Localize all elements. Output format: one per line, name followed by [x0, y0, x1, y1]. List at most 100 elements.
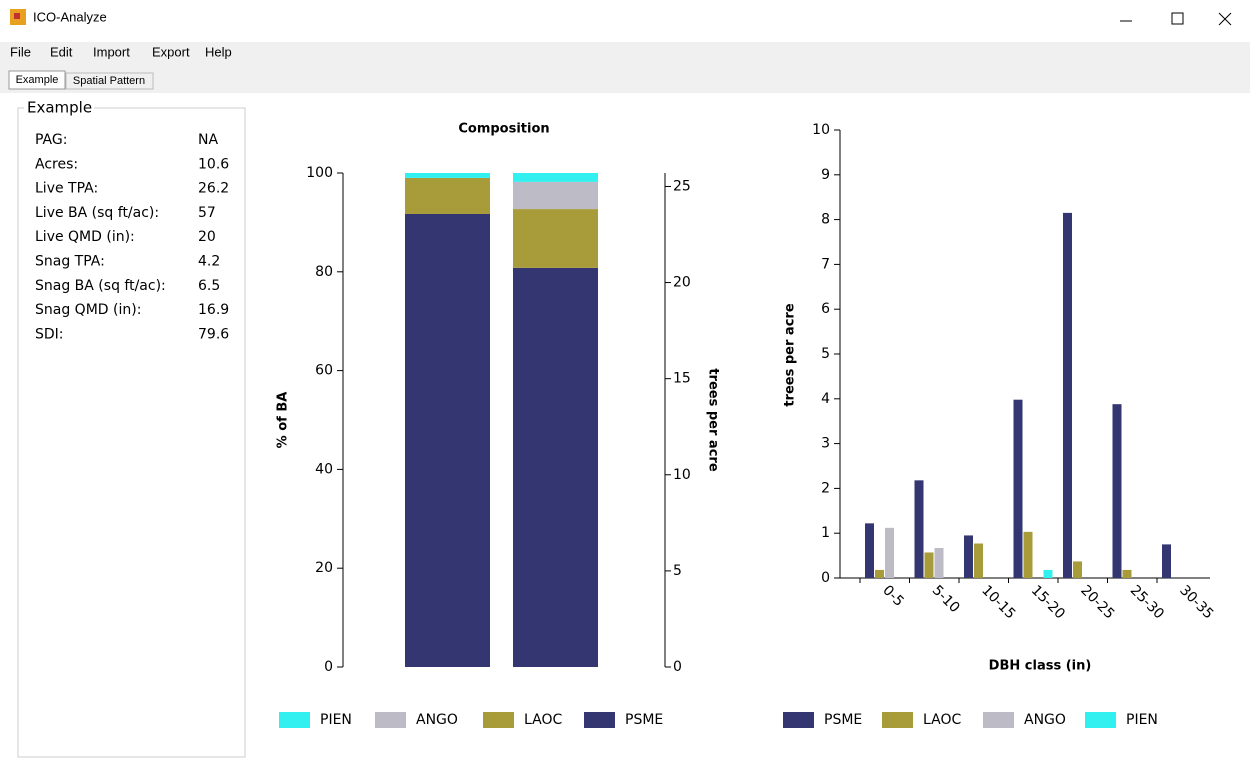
stat-label: SDI: [35, 326, 64, 342]
y-tick-label: 5 [821, 346, 830, 362]
bar [875, 569, 884, 578]
legend-label: PIEN [1126, 712, 1158, 728]
stat-label: Snag QMD (in): [35, 302, 141, 318]
y2-tick-label: 20 [673, 275, 691, 291]
legend-label: PSME [625, 712, 663, 728]
menu-item[interactable]: Edit [50, 44, 73, 59]
stat-label: Snag TPA: [35, 254, 105, 270]
stat-value: 20 [198, 229, 216, 245]
stat-label: PAG: [35, 132, 67, 148]
stat-value: 4.2 [198, 254, 220, 270]
y-tick-label: 40 [315, 461, 333, 477]
stat-value: 26.2 [198, 181, 229, 197]
tab[interactable] [65, 72, 154, 90]
y-tick-label: 80 [315, 264, 333, 280]
legend-swatch [483, 712, 514, 728]
y2-tick-label: 10 [673, 467, 691, 483]
y-tick-label: 10 [812, 122, 830, 138]
bar-segment [513, 267, 598, 667]
chart-title: Composition [458, 122, 549, 137]
bar-segment [405, 173, 490, 178]
stat-value: 10.6 [198, 156, 229, 172]
y2-tick-label: 15 [673, 371, 691, 387]
menu-bar [0, 42, 1250, 63]
legend-swatch [882, 712, 913, 728]
stat-label: Snag BA (sq ft/ac): [35, 278, 166, 294]
bar [1063, 212, 1072, 578]
bar [964, 535, 973, 578]
bar [974, 543, 983, 578]
bar [1013, 399, 1023, 578]
menu-item[interactable]: Import [93, 44, 130, 59]
window-title: ICO-Analyze [33, 9, 107, 24]
menu-item[interactable]: Help [205, 44, 232, 59]
stat-value: 79.6 [198, 326, 229, 342]
y2-tick-label: 25 [673, 178, 691, 194]
bar [1073, 561, 1082, 578]
close-button[interactable] [1218, 12, 1232, 26]
stat-value: NA [198, 132, 218, 148]
bar [1112, 404, 1122, 578]
menu-item[interactable]: Export [152, 44, 190, 59]
menu-item[interactable]: File [10, 44, 31, 59]
bar [1122, 569, 1132, 578]
stat-value: 6.5 [198, 278, 220, 294]
y-tick-label: 20 [315, 560, 333, 576]
bar-segment [513, 209, 598, 268]
legend-label: ANGO [416, 712, 458, 728]
bar [924, 552, 934, 578]
legend-label: PSME [824, 712, 862, 728]
legend-swatch [375, 712, 406, 728]
tab-label[interactable]: Example [16, 74, 59, 86]
y-tick-label: 0 [821, 570, 830, 586]
y-tick-label: 100 [306, 165, 333, 181]
legend-swatch [983, 712, 1014, 728]
y-axis-label: trees per acre [783, 303, 798, 406]
legend-swatch [584, 712, 615, 728]
stat-label: Live TPA: [35, 181, 98, 197]
maximize-button[interactable] [1171, 12, 1184, 25]
y-tick-label: 7 [821, 256, 830, 272]
bar [1043, 569, 1053, 578]
y-tick-label: 60 [315, 363, 333, 379]
group-box-gap [24, 100, 94, 116]
bar [885, 527, 894, 578]
legend-swatch [783, 712, 814, 728]
bar [1162, 544, 1171, 578]
y2-tick-label: 0 [673, 659, 682, 675]
stat-label: Live QMD (in): [35, 229, 135, 245]
tab-label[interactable]: Spatial Pattern [73, 75, 145, 87]
group-box [17, 107, 246, 758]
tab-active[interactable] [8, 70, 66, 90]
group-title: Example [27, 99, 92, 117]
bar-segment [513, 181, 598, 210]
y-axis-label: % of BA [276, 392, 291, 449]
y-tick-label: 4 [821, 391, 830, 407]
bar [934, 547, 944, 578]
bar [1023, 531, 1033, 578]
y-tick-label: 2 [821, 480, 830, 496]
x-axis-label: DBH class (in) [989, 659, 1092, 674]
bar-segment [513, 173, 598, 182]
y-tick-label: 6 [821, 301, 830, 317]
stat-label: Live BA (sq ft/ac): [35, 205, 159, 221]
stat-label: Acres: [35, 156, 78, 172]
bar [865, 523, 874, 578]
legend-label: LAOC [923, 712, 961, 728]
legend-label: LAOC [524, 712, 562, 728]
bar-segment [405, 177, 490, 215]
y-tick-label: 8 [821, 212, 830, 228]
stat-value: 16.9 [198, 302, 229, 318]
y2-tick-label: 5 [673, 563, 682, 579]
bar [914, 480, 924, 578]
legend-label: PIEN [320, 712, 352, 728]
y-tick-label: 0 [324, 659, 333, 675]
legend-swatch [279, 712, 310, 728]
y2-axis-label: trees per acre [706, 368, 721, 471]
stat-value: 57 [198, 205, 216, 221]
y-tick-label: 9 [821, 167, 830, 183]
bar-segment [405, 214, 490, 667]
